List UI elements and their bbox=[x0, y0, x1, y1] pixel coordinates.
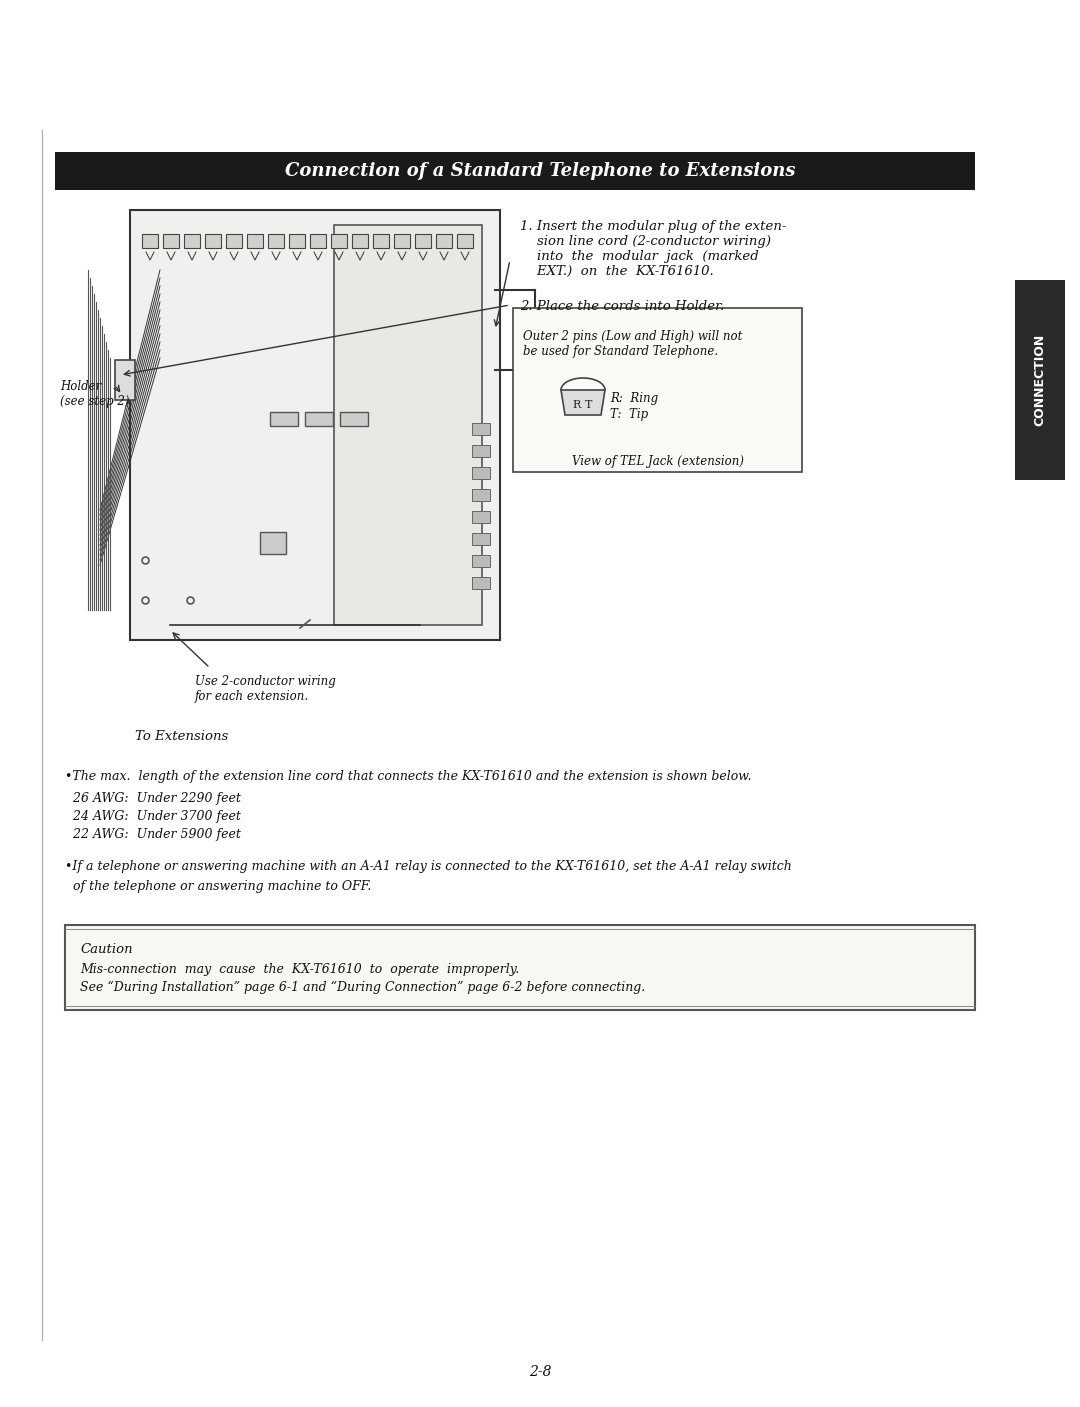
Bar bbox=[472, 577, 490, 590]
Text: To Extensions: To Extensions bbox=[135, 730, 228, 743]
Text: R: R bbox=[572, 400, 581, 409]
Text: of the telephone or answering machine to OFF.: of the telephone or answering machine to… bbox=[65, 879, 372, 893]
Bar bbox=[247, 234, 264, 248]
Bar bbox=[289, 234, 305, 248]
Text: 22 AWG:  Under 5900 feet: 22 AWG: Under 5900 feet bbox=[65, 827, 241, 841]
Text: 24 AWG:  Under 3700 feet: 24 AWG: Under 3700 feet bbox=[65, 810, 241, 823]
Text: 26 AWG:  Under 2290 feet: 26 AWG: Under 2290 feet bbox=[65, 792, 241, 805]
Text: 2-8: 2-8 bbox=[529, 1365, 551, 1379]
Bar bbox=[472, 533, 490, 545]
Bar bbox=[310, 234, 326, 248]
Text: Connection of a Standard Telephone to Extensions: Connection of a Standard Telephone to Ex… bbox=[285, 162, 795, 180]
Bar bbox=[334, 225, 482, 625]
Bar bbox=[373, 234, 389, 248]
Text: See “During Installation” page 6-1 and “During Connection” page 6-2 before conne: See “During Installation” page 6-1 and “… bbox=[80, 981, 645, 995]
FancyBboxPatch shape bbox=[513, 308, 802, 471]
Text: Holder
(see step 2): Holder (see step 2) bbox=[60, 380, 130, 408]
Bar bbox=[305, 412, 333, 426]
Text: R:  Ring: R: Ring bbox=[610, 393, 658, 405]
FancyBboxPatch shape bbox=[55, 152, 975, 190]
Bar bbox=[130, 210, 500, 640]
Bar bbox=[163, 234, 179, 248]
Text: View of TEL Jack (extension): View of TEL Jack (extension) bbox=[571, 454, 743, 469]
Text: CONNECTION: CONNECTION bbox=[1034, 333, 1047, 426]
Bar bbox=[352, 234, 368, 248]
Text: T:  Tip: T: Tip bbox=[610, 408, 648, 421]
Bar bbox=[472, 554, 490, 567]
Bar bbox=[330, 234, 347, 248]
Text: •If a telephone or answering machine with an A-A1 relay is connected to the KX-T: •If a telephone or answering machine wit… bbox=[65, 860, 792, 872]
Bar bbox=[472, 490, 490, 501]
Bar bbox=[205, 234, 221, 248]
Text: Use 2-conductor wiring
for each extension.: Use 2-conductor wiring for each extensio… bbox=[195, 675, 336, 704]
Bar bbox=[268, 234, 284, 248]
Polygon shape bbox=[561, 390, 605, 415]
Bar bbox=[141, 234, 158, 248]
Text: Outer 2 pins (Low and High) will not
be used for Standard Telephone.: Outer 2 pins (Low and High) will not be … bbox=[523, 331, 742, 357]
Text: Caution: Caution bbox=[80, 943, 133, 955]
Bar bbox=[184, 234, 200, 248]
Text: 2. Place the cords into Holder.: 2. Place the cords into Holder. bbox=[519, 300, 725, 312]
Text: •The max.  length of the extension line cord that connects the KX-T61610 and the: •The max. length of the extension line c… bbox=[65, 770, 752, 784]
Bar bbox=[226, 234, 242, 248]
Bar bbox=[270, 412, 298, 426]
Bar bbox=[472, 424, 490, 435]
Bar bbox=[260, 532, 286, 554]
Bar bbox=[114, 360, 135, 400]
Bar bbox=[436, 234, 453, 248]
Text: 1. Insert the modular plug of the exten-
    sion line cord (2-conductor wiring): 1. Insert the modular plug of the exten-… bbox=[519, 219, 786, 279]
Bar bbox=[65, 924, 975, 1010]
Bar bbox=[472, 445, 490, 457]
Bar bbox=[472, 467, 490, 478]
Bar bbox=[1015, 280, 1065, 480]
Text: T: T bbox=[585, 400, 593, 409]
Bar bbox=[415, 234, 431, 248]
Text: Mis-connection  may  cause  the  KX-T61610  to  operate  improperly.: Mis-connection may cause the KX-T61610 t… bbox=[80, 962, 519, 976]
Bar bbox=[394, 234, 410, 248]
Bar bbox=[472, 511, 490, 523]
Bar bbox=[340, 412, 368, 426]
Bar bbox=[457, 234, 473, 248]
